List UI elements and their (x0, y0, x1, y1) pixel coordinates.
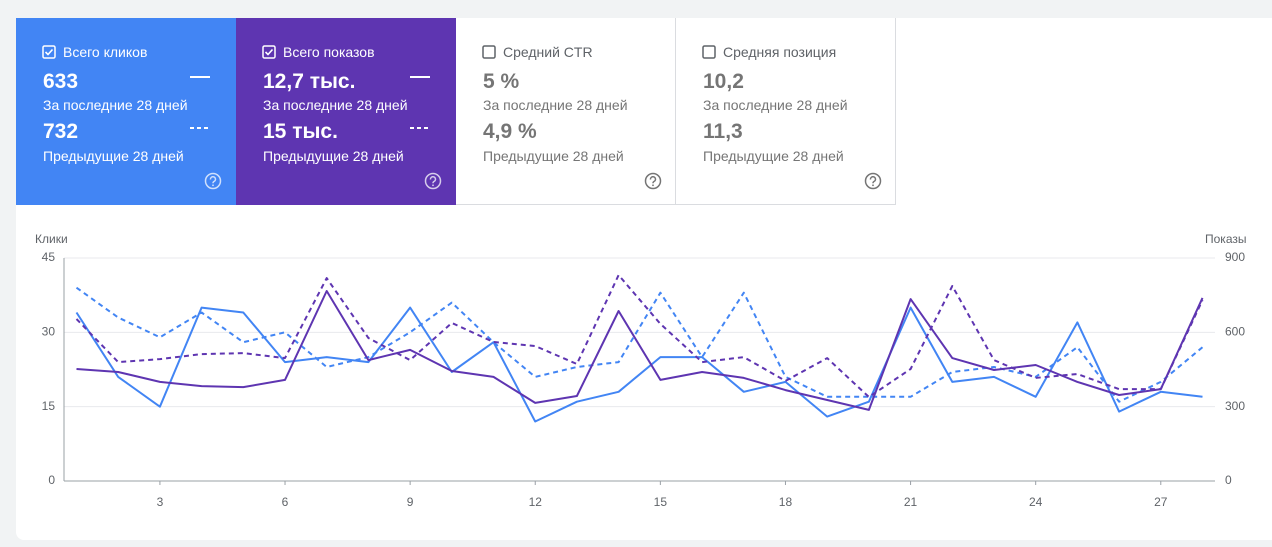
metric-previous-value: 11,3 (703, 120, 743, 143)
metric-previous-value: 15 тыс. (263, 120, 338, 143)
metric-header: Всего кликов (42, 44, 147, 60)
x-tick-label: 27 (1154, 495, 1168, 509)
help-mark (649, 176, 657, 184)
metric-label: Средняя позиция (723, 44, 837, 60)
metric-current-value: 12,7 тыс. (263, 70, 356, 93)
y-axis-title: Клики (35, 232, 68, 246)
help-icon[interactable] (644, 172, 662, 190)
metric-card[interactable]: Средний CTR 5 % За последние 28 дней 4,9 % П… (456, 18, 676, 205)
line-style-sample (410, 76, 430, 129)
metric-current-value: 10,2 (703, 70, 744, 93)
x-tick-label: 15 (654, 495, 668, 509)
metric-label: Средний CTR (503, 44, 593, 60)
metric-header: Средний CTR (482, 44, 593, 60)
metric-previous-period: Предыдущие 28 дней (483, 148, 624, 164)
help-dot (872, 184, 874, 187)
help-mark (869, 176, 877, 184)
x-tick-label: 24 (1029, 495, 1043, 509)
line-style-sample (190, 76, 210, 129)
checkbox-check (44, 48, 54, 56)
metric-current-period: За последние 28 дней (263, 97, 408, 113)
x-tick-label: 3 (157, 495, 164, 509)
y-tick-label: 0 (48, 473, 55, 487)
metric-current-value: 633 (43, 70, 79, 93)
metric-label: Всего кликов (63, 44, 148, 60)
checkbox[interactable] (482, 45, 496, 59)
y-tick-label: 15 (42, 399, 56, 413)
checkbox[interactable] (42, 45, 56, 59)
x-tick-label: 9 (407, 495, 414, 509)
help-circle (424, 172, 442, 190)
y2-tick-label: 600 (1225, 325, 1245, 339)
help-circle (644, 172, 662, 190)
dashed-series-line (75, 274, 1204, 398)
y-tick-label: 45 (42, 250, 56, 264)
checkbox-box (262, 45, 276, 59)
metric-previous-period: Предыдущие 28 дней (263, 148, 404, 164)
help-icon[interactable] (204, 172, 222, 190)
y2-tick-label: 0 (1225, 473, 1232, 487)
checkbox[interactable] (262, 45, 276, 59)
x-tick-label: 18 (779, 495, 793, 509)
y2-axis-title: Показы (1205, 232, 1246, 246)
metric-previous-period: Предыдущие 28 дней (43, 148, 184, 164)
checkbox-box (482, 45, 496, 59)
metric-label: Всего показов (283, 44, 375, 60)
x-tick-label: 6 (282, 495, 289, 509)
checkbox-check (264, 48, 274, 56)
help-icon[interactable] (864, 172, 882, 190)
metric-previous-period: Предыдущие 28 дней (703, 148, 844, 164)
help-dot (432, 184, 434, 187)
metric-header: Всего показов (262, 44, 375, 60)
series-line (76, 290, 1204, 411)
metric-header: Средняя позиция (702, 44, 836, 60)
metric-previous-value: 4,9 % (483, 120, 537, 143)
metric-current-value: 5 % (483, 70, 520, 93)
x-tick-label: 21 (904, 495, 918, 509)
checkbox-box (42, 45, 56, 59)
y-tick-label: 30 (42, 325, 56, 339)
help-circle (204, 172, 222, 190)
metric-card[interactable]: Всего кликов 633 За последние 28 дней 732 Пр… (16, 18, 236, 205)
metric-card[interactable]: Всего показов 12,7 тыс. За последние 28 дн… (236, 18, 456, 205)
help-icon[interactable] (424, 172, 442, 190)
metric-card[interactable]: Средняя позиция 10,2 За последние 28 дней 1… (676, 18, 896, 205)
help-mark (209, 176, 217, 184)
y2-tick-label: 900 (1225, 250, 1245, 264)
metric-current-period: За последние 28 дней (483, 97, 628, 113)
dashed-series-line (75, 286, 1204, 403)
help-mark (429, 176, 437, 184)
help-circle (864, 172, 882, 190)
help-dot (212, 184, 214, 187)
metric-current-period: За последние 28 дней (43, 97, 188, 113)
metric-previous-value: 732 (43, 120, 79, 143)
checkbox[interactable] (702, 45, 716, 59)
metric-current-period: За последние 28 дней (703, 97, 848, 113)
y2-tick-label: 300 (1225, 399, 1245, 413)
x-tick-label: 12 (529, 495, 543, 509)
checkbox-box (702, 45, 716, 59)
help-dot (652, 184, 654, 187)
